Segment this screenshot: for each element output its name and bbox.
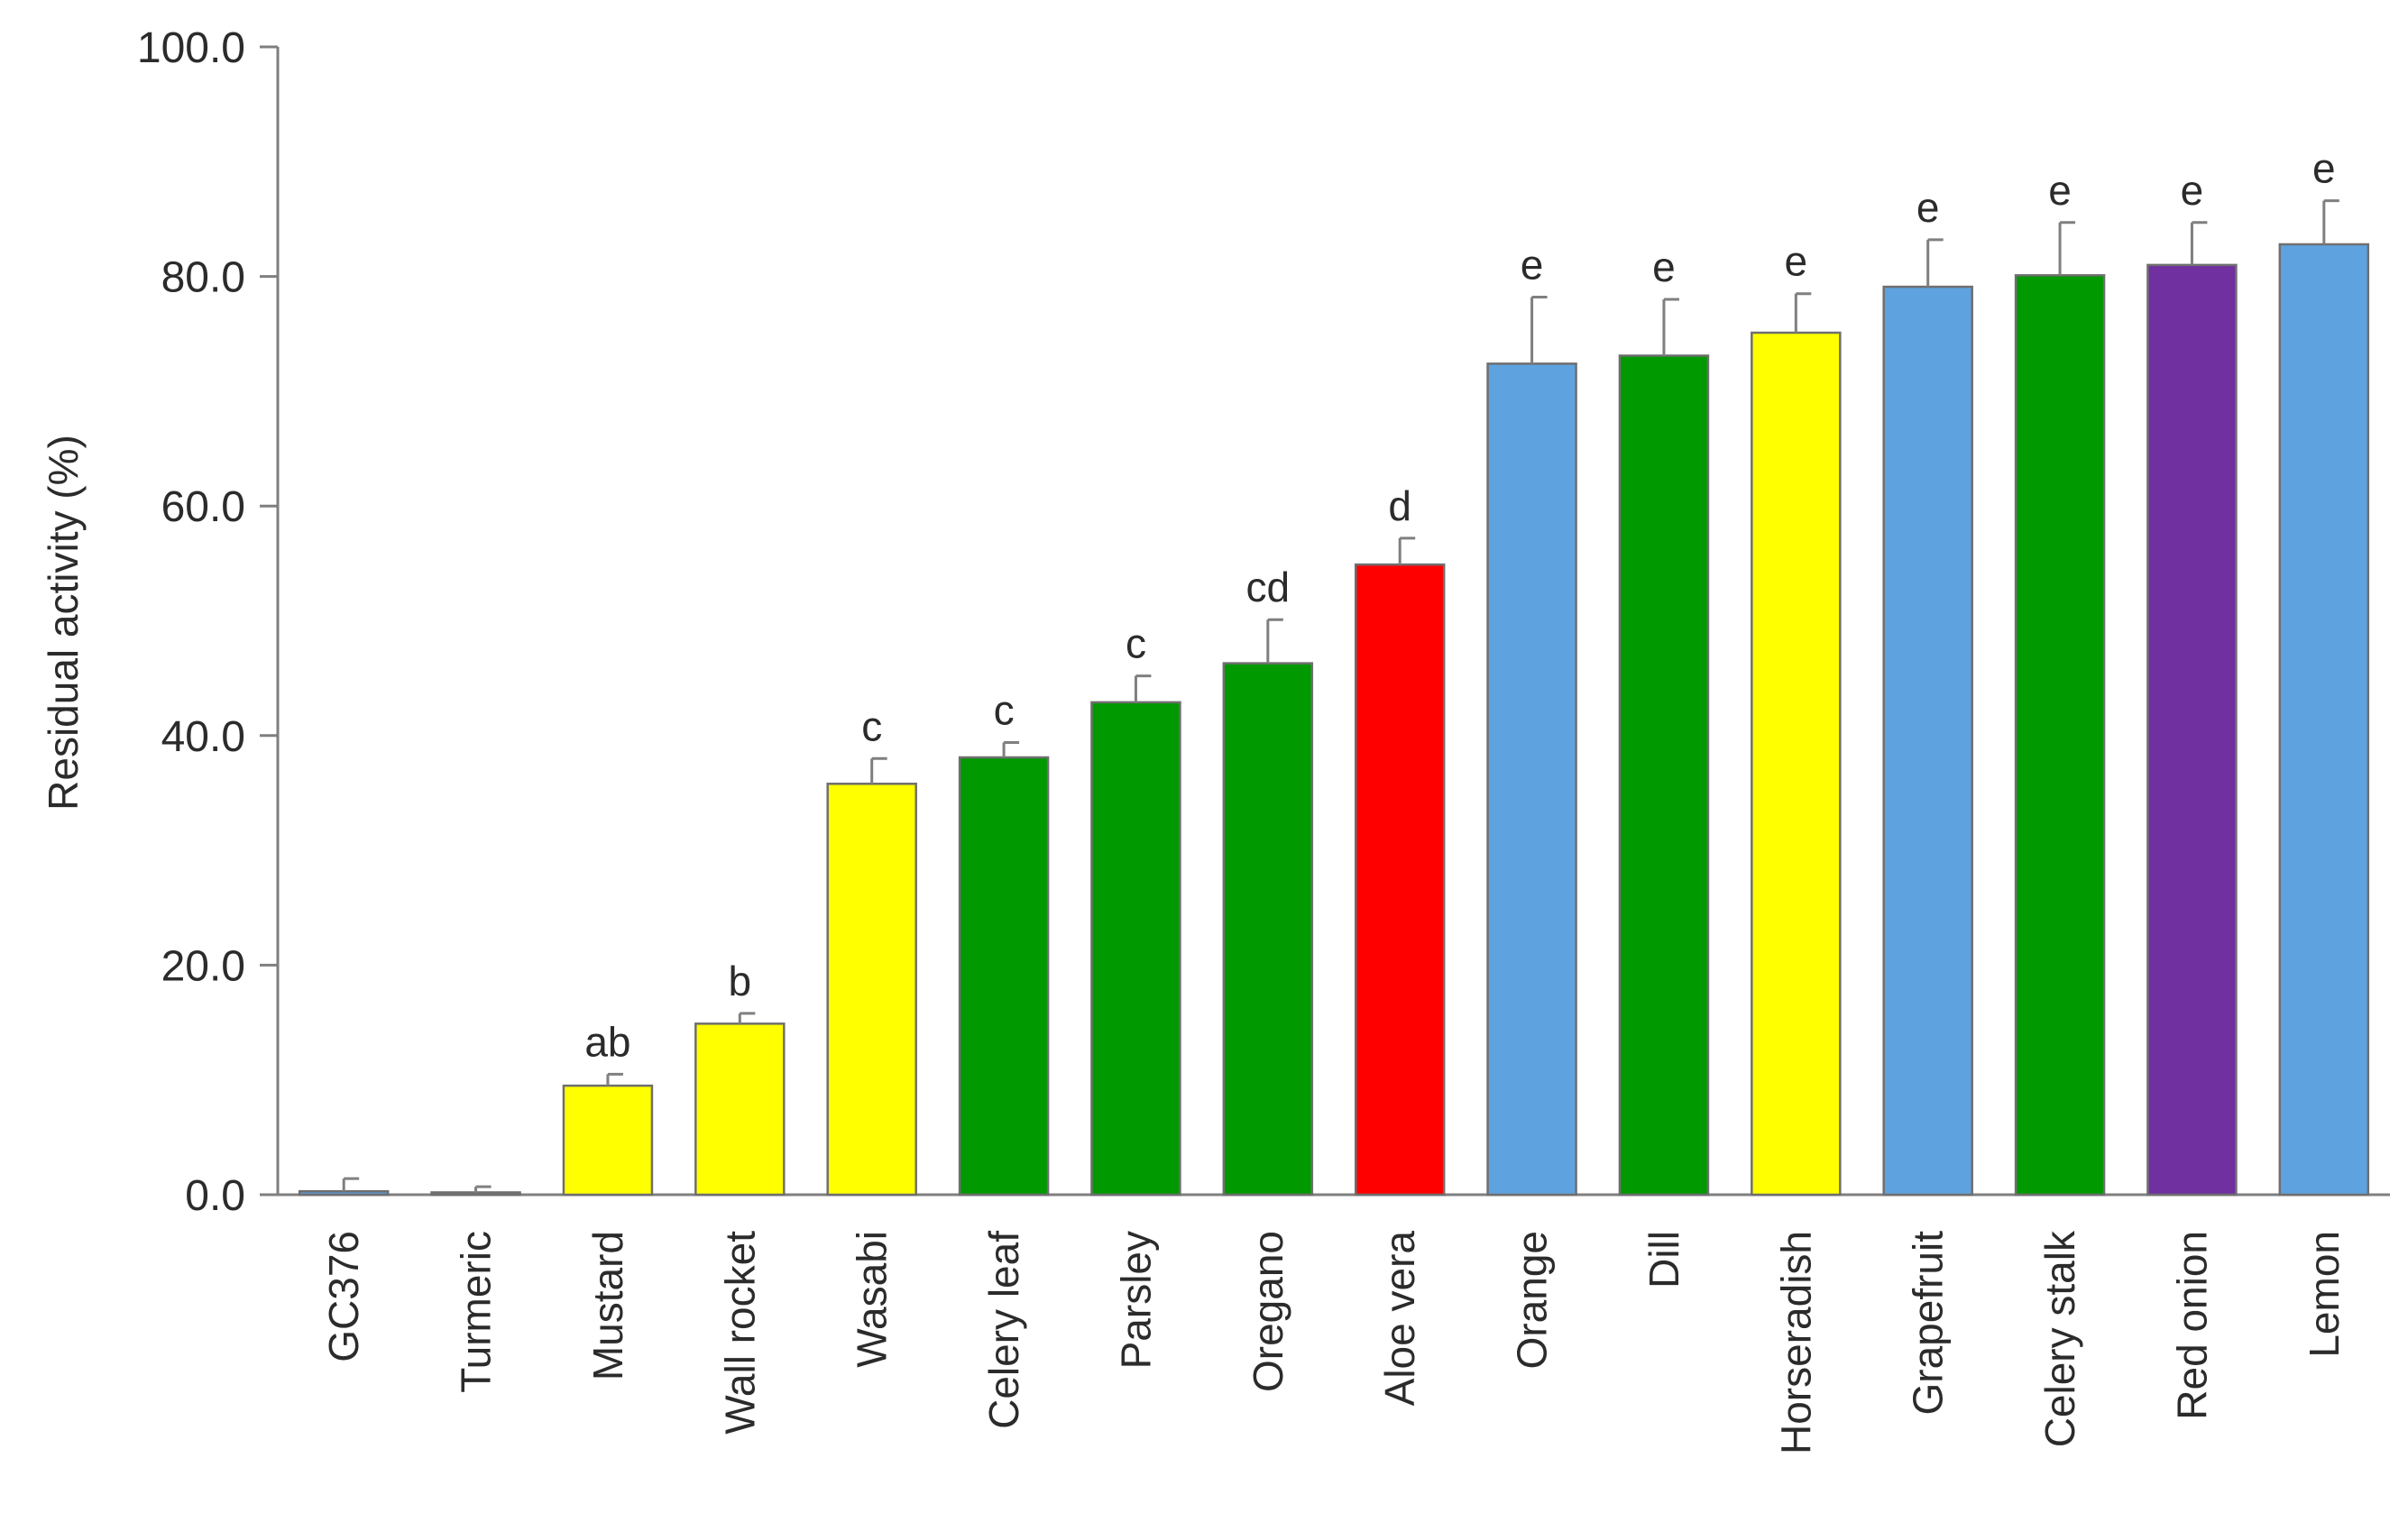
significance-label: c [861,702,882,749]
bar [562,1084,654,1197]
significance-label: c [994,686,1015,733]
x-tick-label: Wasabi [849,1231,896,1368]
y-tick-label: 80.0 [161,254,245,302]
bar [694,1022,786,1197]
significance-label: cd [1246,564,1291,610]
y-axis-ticks: 0.0 20.0 40.0 60.0 80.0 100.0 [137,24,278,1220]
x-tick-label: Wall rocket [716,1231,763,1435]
x-tick-label: Celery leaf [980,1231,1027,1429]
x-tick-label: Celery stalk [2036,1230,2083,1447]
y-tick-label: 0.0 [185,1172,245,1220]
bar [1486,362,1577,1197]
y-tick-label: 60.0 [161,483,245,531]
bar [958,756,1050,1197]
x-tick-label: Mustard [584,1231,631,1380]
x-tick-label: Oregano [1245,1231,1291,1392]
x-tick-label: Dill [1641,1231,1687,1288]
x-tick-label: Red onion [2168,1231,2215,1420]
y-tick-label: 40.0 [161,713,245,761]
bar [2146,263,2238,1197]
bar [430,1191,521,1197]
y-axis-label: Residual activity (%) [40,435,87,811]
bar [298,1189,390,1197]
x-tick-label: GC376 [320,1231,367,1362]
significance-label: e [2181,167,2204,214]
x-tick-label: Aloe vera [1376,1231,1423,1407]
significance-label: e [1521,242,1544,289]
y-tick-label: 100.0 [137,24,245,72]
significance-label: c [1126,620,1146,667]
significance-label: ab [584,1018,630,1065]
significance-label: b [729,958,752,1004]
bar [1354,563,1446,1197]
significance-label: e [1916,184,1940,231]
bar [2278,243,2370,1197]
x-tick-label: Horseradish [1772,1231,1819,1454]
significance-label: e [1652,243,1676,290]
bar [1222,662,1314,1197]
bars-group: ab b c c c cd d e e e e e e e [298,145,2370,1197]
significance-label: e [2048,167,2072,214]
bar [1090,701,1181,1197]
significance-label: d [1388,482,1411,529]
bar [1882,285,1973,1197]
bar [2014,274,2106,1197]
bar [1618,354,1710,1197]
significance-label: e [2312,145,2336,192]
x-tick-label: Turmeric [453,1231,500,1393]
x-tick-label: Orange [1509,1231,1556,1369]
y-tick-label: 20.0 [161,942,245,990]
bar [826,783,917,1197]
bar [1751,331,1842,1197]
x-tick-label: Lemon [2301,1231,2348,1358]
x-axis-labels: GC376 Turmeric Mustard Wall rocket Wasabi Cel… [320,1230,2348,1454]
significance-label: e [1785,238,1808,285]
x-tick-label: Parsley [1112,1231,1159,1369]
x-tick-label: Grapefruit [1905,1231,1952,1416]
